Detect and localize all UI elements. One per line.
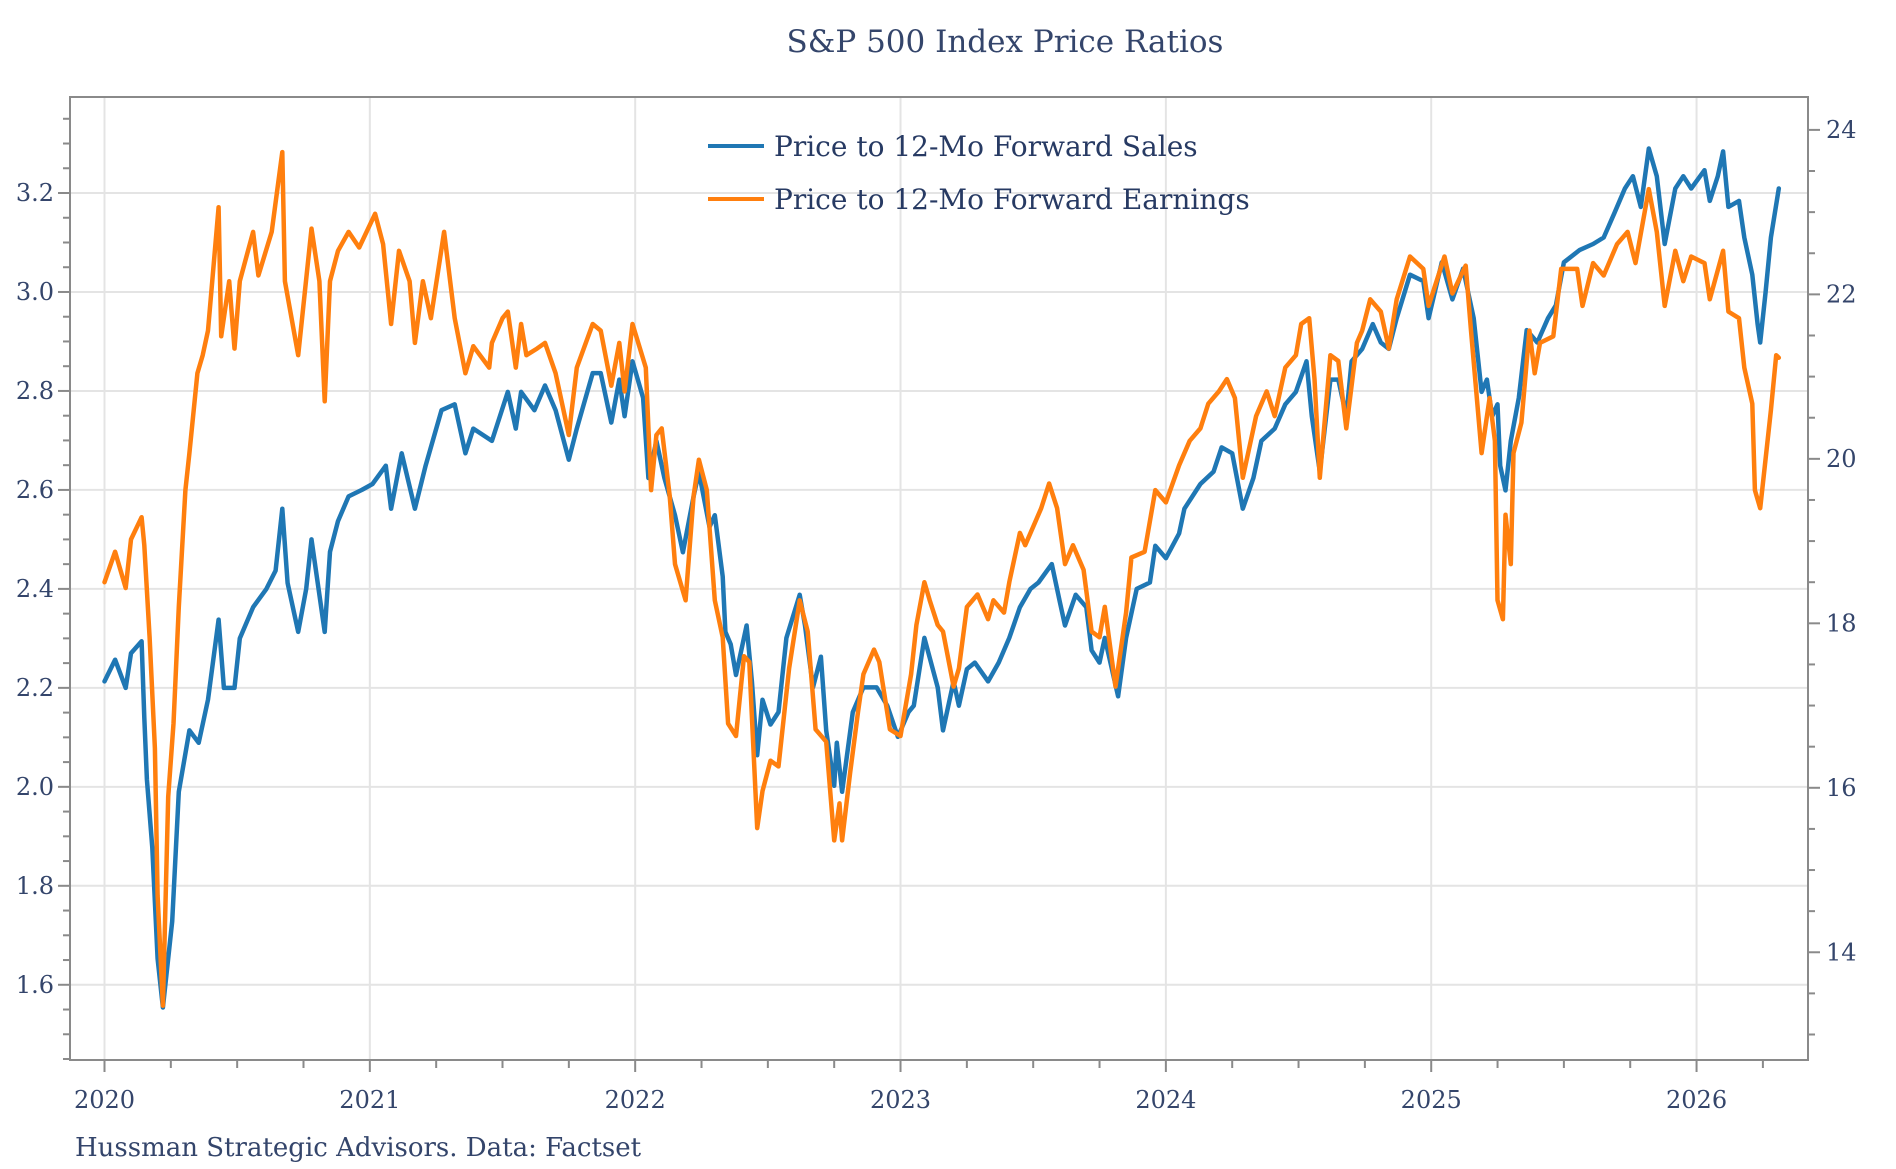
x-tick-label: 2023	[870, 1086, 931, 1114]
y-left-tick-label: 2.2	[16, 674, 54, 702]
y-left-tick-label: 2.8	[16, 377, 54, 405]
y-left-tick-label: 2.0	[16, 773, 54, 801]
legend-label-sales: Price to 12-Mo Forward Sales	[774, 130, 1198, 163]
chart-title: S&P 500 Index Price Ratios	[787, 24, 1224, 60]
y-left-tick-label: 2.6	[16, 476, 54, 504]
y-right-tick-label: 22	[1826, 280, 1857, 308]
y-right-tick-label: 20	[1826, 445, 1857, 473]
x-tick-label: 2025	[1401, 1086, 1462, 1114]
y-left-tick-label: 3.0	[16, 278, 54, 306]
axes: 2020 2021 2022 2023 2024 2025 20261.61.82.02.2…	[16, 116, 1857, 1114]
y-right-tick-label: 24	[1826, 116, 1857, 144]
y-right-tick-label: 18	[1826, 609, 1857, 637]
y-left-tick-label: 3.2	[16, 179, 54, 207]
y-left-tick-label: 2.4	[16, 575, 54, 603]
y-left-tick-label: 1.6	[16, 971, 54, 999]
legend: Price to 12-Mo Forward Sales Price to 12…	[708, 130, 1250, 216]
x-tick-label: 2021	[339, 1086, 400, 1114]
x-tick-label: 2020	[74, 1086, 135, 1114]
series-line-forward-earnings	[102, 149, 1782, 1008]
x-tick-label: 2022	[605, 1086, 666, 1114]
plot-frame	[69, 96, 1809, 1061]
gridlines	[70, 97, 1808, 1060]
y-left-tick-label: 1.8	[16, 872, 54, 900]
legend-label-earnings: Price to 12-Mo Forward Earnings	[774, 183, 1250, 216]
chart-caption: Hussman Strategic Advisors. Data: Factse…	[75, 1133, 642, 1163]
series-line-forward-sales	[102, 146, 1782, 1010]
x-tick-label: 2026	[1666, 1086, 1727, 1114]
y-right-tick-label: 14	[1826, 938, 1857, 966]
x-tick-label: 2024	[1135, 1086, 1196, 1114]
series-lines	[102, 146, 1782, 1010]
y-right-tick-label: 16	[1826, 774, 1857, 802]
